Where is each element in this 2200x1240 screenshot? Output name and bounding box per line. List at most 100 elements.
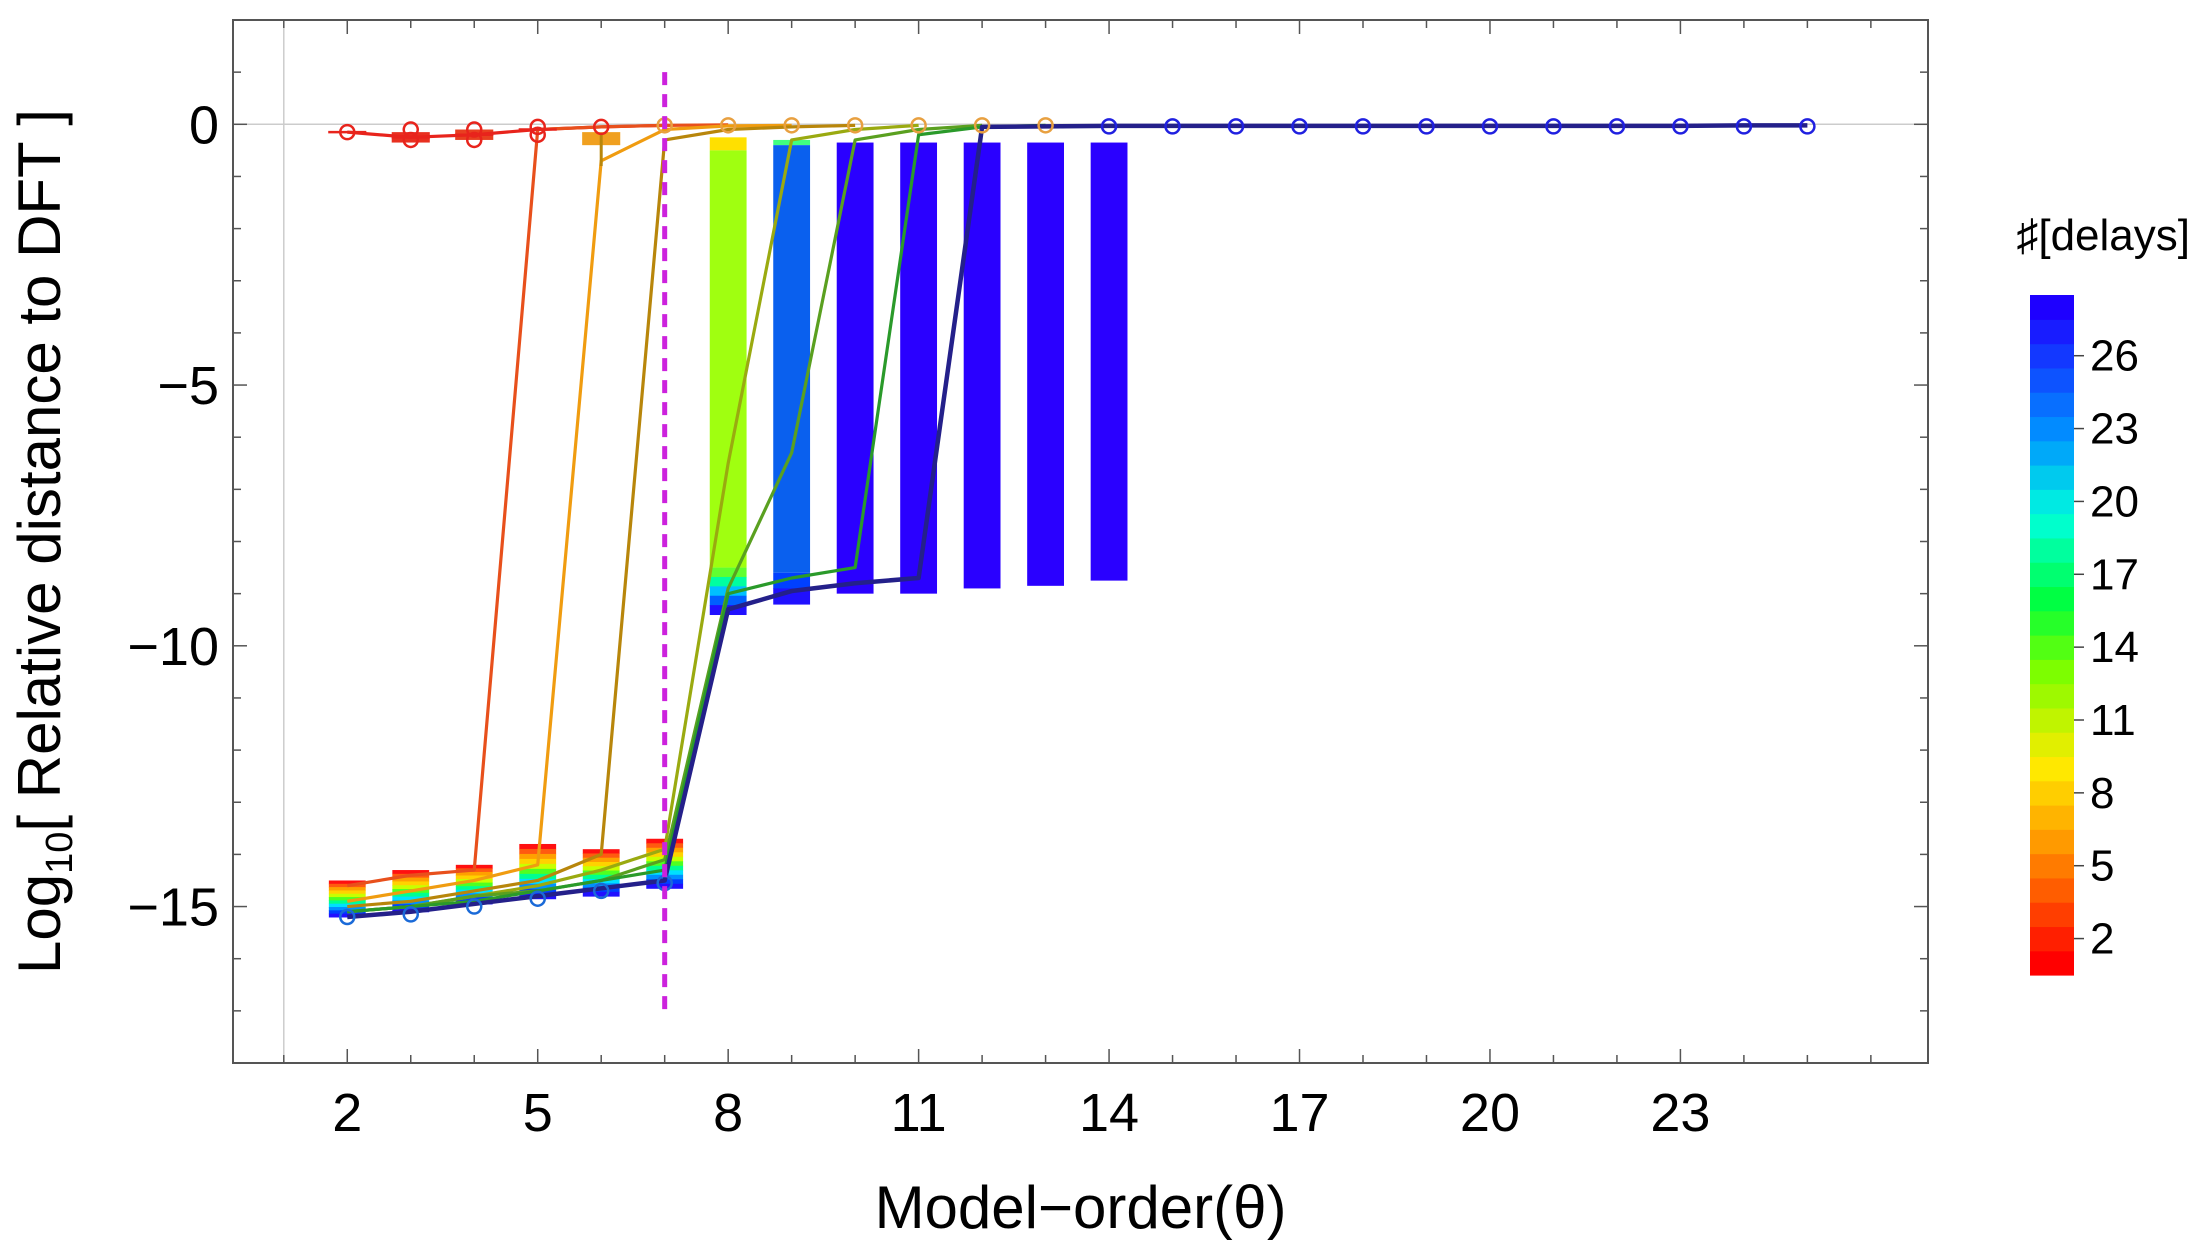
marker-top-orange [973,117,991,134]
colorbar-swatch [2030,392,2074,418]
colorbar-swatch [2030,586,2074,612]
series-line-delays-6 [347,123,856,909]
x-tick-label: 11 [891,1083,947,1143]
marker-top-orange [846,117,864,134]
band-seg [392,885,430,890]
band-seg [328,910,366,915]
band-seg [1090,142,1128,581]
marker-top-red [592,118,610,136]
colorbar-tick-label: 26 [2090,332,2139,381]
band-14 [1090,142,1128,581]
colorbar-swatch [2030,465,2074,490]
y-tick-label: 0 [189,95,219,155]
colorbar-swatch [2030,756,2074,782]
series-line-delays-4 [347,123,792,903]
band-seg [582,857,620,863]
colorbar-tick-label: 11 [2090,696,2136,745]
plot-layer [233,20,1928,1063]
marker-top-orange [910,117,927,134]
marker-top-blue [1481,118,1499,135]
band-seg [328,900,366,905]
band-seg [709,137,747,151]
band-seg [900,142,938,594]
y-tick-label: −5 [157,356,219,416]
colorbar-swatch [2030,707,2074,733]
colorbar-swatch [2030,926,2074,952]
colorbar-tick-label: 17 [2090,550,2139,599]
band-seg [328,880,366,885]
marker-top-red [339,123,356,141]
marker-top-blue [1799,118,1816,135]
marker-top-orange [719,117,737,134]
series-line-delays-11 [347,123,983,914]
y-label-rest: [ Relative distance to DFT ] [6,109,73,832]
band-seg [836,142,874,594]
marker-top-blue [1164,118,1181,135]
marker-top-red [465,131,483,149]
band-seg [455,875,493,880]
colorbar-swatch [2030,562,2074,588]
band-seg [455,886,493,891]
colorbar-swatch [2030,440,2074,466]
colorbar-swatch [2030,635,2074,660]
colorbar-swatch [2030,295,2074,320]
band-13 [1027,142,1064,586]
colorbar-tick-label: 8 [2090,769,2114,818]
band-seg [328,897,366,901]
colorbar-swatch [2030,513,2074,539]
band-seg [709,576,747,587]
marker-top-blue [1100,118,1118,135]
colorbar-title: ♯[delays] [2016,211,2190,260]
x-tick-label: 17 [1269,1083,1329,1143]
band-10 [836,142,874,594]
marker-top-blue [1291,118,1308,135]
colorbar-swatch [2030,416,2074,442]
x-tick-label: 2 [332,1083,362,1143]
band-seg [1027,142,1064,586]
band-seg [392,870,430,875]
band-seg [328,893,366,898]
colorbar-tick-label: 2 [2090,915,2114,964]
x-tick-label: 14 [1079,1083,1139,1143]
colorbar: ♯[delays] 2 5 8 11 14 17 20 23 26 [2016,211,2190,976]
colorbar-swatch [2030,683,2074,709]
colorbar-swatch [2030,319,2074,345]
band-seg [582,891,620,897]
marker-top-blue [1608,118,1626,135]
series-line-delays-28 [347,123,1808,920]
marker-top-blue [1672,118,1689,135]
colorbar-swatch [2030,489,2074,515]
x-tick-label: 20 [1460,1083,1520,1143]
band-seg [519,873,557,880]
marker-top-blue [1354,118,1372,135]
colorbar-swatch [2030,877,2074,903]
marker-top-blue [1545,118,1562,135]
series-line-delays-2 [347,123,729,888]
y-label-subscript: 10 [39,832,81,874]
marker-top-orange [783,117,800,134]
colorbar-swatch [2030,950,2074,976]
colorbar-swatch [2030,902,2074,928]
band-seg [582,874,620,880]
y-tick-label: −10 [127,617,219,677]
y-label-prefix: Log [6,874,73,974]
band-seg [455,871,493,876]
y-axis-label: Log10[ Relative distance to DFT ] [6,109,81,974]
colorbar-swatch [2030,829,2074,855]
band-11 [900,142,938,594]
colorbar-swatch [2030,853,2074,879]
band-seg [392,892,430,898]
band-seg [773,145,811,573]
band-seg [519,843,557,850]
colorbar-swatch [2030,367,2074,393]
marker-top-red [465,121,483,138]
band-seg [582,870,620,876]
band-seg [392,877,430,882]
band-seg [519,863,557,870]
x-tick-label: 8 [713,1083,743,1143]
series-line-delays-14 [347,123,1046,914]
band-seg [392,881,430,886]
marker-bottom [592,882,610,900]
marker-top-red [529,118,546,136]
